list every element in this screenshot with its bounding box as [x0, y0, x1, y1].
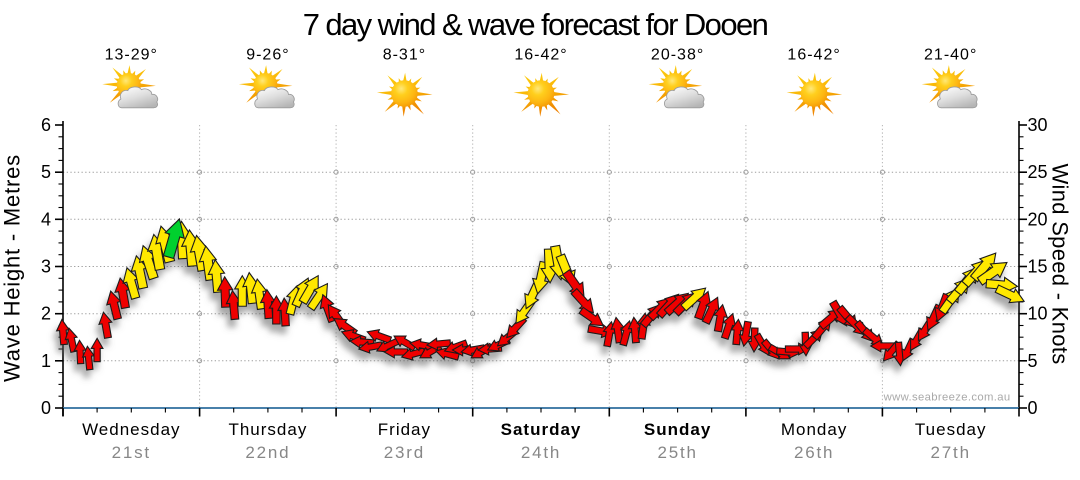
svg-text:26th: 26th	[794, 443, 834, 462]
svg-text:15: 15	[1028, 257, 1048, 277]
svg-text:5: 5	[41, 162, 51, 182]
svg-text:1: 1	[41, 351, 51, 371]
svg-text:0: 0	[1028, 398, 1038, 418]
svg-text:3: 3	[41, 257, 51, 277]
svg-text:Wednesday: Wednesday	[82, 420, 180, 439]
svg-text:30: 30	[1028, 115, 1048, 135]
svg-text:16-42°: 16-42°	[787, 47, 840, 64]
svg-text:16-42°: 16-42°	[514, 47, 567, 64]
svg-text:20-38°: 20-38°	[651, 47, 704, 64]
svg-text:7 day wind & wave forecast for: 7 day wind & wave forecast for Dooen	[303, 7, 768, 42]
svg-text:Tuesday: Tuesday	[915, 420, 987, 439]
svg-text:9-26°: 9-26°	[246, 47, 289, 64]
svg-text:Monday: Monday	[781, 420, 847, 439]
svg-text:22nd: 22nd	[245, 443, 290, 462]
svg-text:Wave Height - Metres: Wave Height - Metres	[0, 154, 25, 382]
svg-text:21-40°: 21-40°	[924, 47, 977, 64]
svg-text:24th: 24th	[521, 443, 561, 462]
svg-text:8-31°: 8-31°	[383, 47, 426, 64]
svg-text:Saturday: Saturday	[501, 420, 582, 439]
svg-text:13-29°: 13-29°	[105, 47, 158, 64]
svg-text:25th: 25th	[657, 443, 697, 462]
svg-text:20: 20	[1028, 209, 1048, 229]
svg-text:21st: 21st	[112, 443, 151, 462]
svg-text:Friday: Friday	[378, 420, 431, 439]
svg-text:Wind Speed - Knots: Wind Speed - Knots	[1048, 163, 1073, 364]
svg-text:0: 0	[41, 398, 51, 418]
svg-text:Thursday: Thursday	[228, 420, 307, 439]
svg-text:4: 4	[41, 209, 51, 229]
svg-text:27th: 27th	[931, 443, 971, 462]
svg-text:10: 10	[1028, 304, 1048, 324]
svg-text:25: 25	[1028, 162, 1048, 182]
svg-text:www.seabreeze.com.au: www.seabreeze.com.au	[883, 392, 1011, 404]
svg-text:Sunday: Sunday	[644, 420, 711, 439]
svg-text:6: 6	[41, 115, 51, 135]
svg-text:23rd: 23rd	[384, 443, 425, 462]
svg-text:2: 2	[41, 304, 51, 324]
svg-text:5: 5	[1028, 351, 1038, 371]
